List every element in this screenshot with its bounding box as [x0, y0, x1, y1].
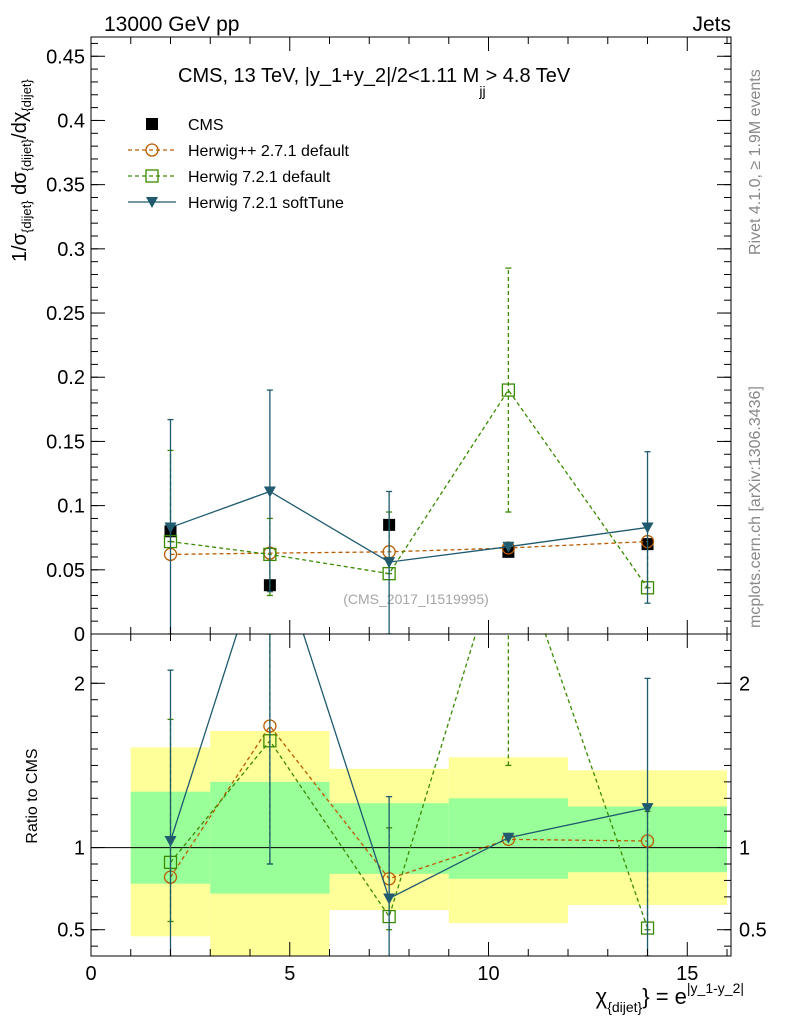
x-axis-title: χ{dijet}} = e|y_1-y_2| — [596, 980, 744, 1015]
watermark: (CMS_2017_I1519995) — [343, 591, 489, 607]
ytick-label-ratio-2: 2 — [74, 673, 85, 695]
main-plot: 0 0.05 0.1 0.15 0.2 0.25 0.3 0.35 0.4 0.45 — [46, 36, 732, 646]
main-ylabel: 1/σ{dijet} dσ{dijet}/dχ{dijet} — [9, 78, 34, 262]
point-herwig-7-2-1-softtune-1 — [263, 486, 276, 498]
chart-title-main: CMS, 13 TeV, |y_1+y_2|/2<1.11 M — [178, 65, 479, 87]
legend-label-herwig-7-2-1-default: Herwig 7.2.1 default — [188, 169, 331, 186]
chart-title-sub: jj — [478, 83, 485, 99]
frame-main — [90, 36, 732, 635]
legend-label-herwig-7-2-1-softtune: Herwig 7.2.1 softTune — [188, 195, 344, 212]
ytick-label-right-0: 0.5 — [739, 920, 767, 942]
header-right: Jets — [692, 13, 731, 36]
point-herwig-7-2-1-softtune-2 — [383, 893, 396, 905]
legend: CMS Herwig++ 2.7.1 default Herwig 7.2.1 de… — [128, 117, 350, 212]
ytick-label-main-0: 0 — [74, 624, 85, 646]
point-herwig-7-2-1-softtune-0 — [164, 836, 177, 847]
chart-title: CMS, 13 TeV, |y_1+y_2|/2<1.11 Mjj> 4.8 T… — [178, 65, 571, 99]
ratio-plot: 0.5 0.5 1 1 2 2 0 5 10 15 — [57, 521, 767, 985]
point-herwig-7-2-1-softtune-3 — [502, 541, 515, 553]
series-line-herwig-7-2-1-default — [169, 634, 649, 929]
point-herwig-7-2-1-default-3 — [502, 521, 514, 533]
legend-marker-herwig-2-7-1-default — [145, 143, 159, 157]
xtick-label-0: 0 — [85, 963, 96, 985]
ytick-label-main-2: 0.1 — [57, 496, 85, 518]
frame-ratio — [90, 633, 732, 957]
point-herwig-7-2-1-softtune-4 — [641, 803, 654, 815]
ytick-label-ratio-1: 1 — [74, 838, 85, 860]
ytick-label-ratio-0: 0.5 — [57, 920, 85, 942]
ytick-label-main-5: 0.25 — [46, 303, 85, 325]
series-line-herwig-7-2-1-default — [170, 388, 649, 589]
point-herwig-7-2-1-softtune-2 — [383, 557, 396, 569]
legend-label-cms: CMS — [188, 117, 224, 134]
ytick-label-main-3: 0.15 — [46, 431, 85, 453]
point-herwig-7-2-1-default-3 — [501, 383, 516, 397]
point-herwig-7-2-1-softtune-0 — [164, 522, 177, 534]
ytick-label-main-4: 0.2 — [57, 367, 85, 389]
legend-marker-herwig-7-2-1-default — [145, 169, 159, 183]
rivet-label: Rivet 4.1.0, ≥ 1.9M events — [747, 69, 764, 255]
ytick-label-main-8: 0.4 — [57, 110, 85, 132]
legend-marker-cms — [146, 118, 158, 130]
header-left: 13000 GeV pp — [104, 13, 239, 36]
xtick-label-1: 5 — [284, 963, 295, 985]
legend-label-herwig-2-7-1-default: Herwig++ 2.7.1 default — [188, 143, 350, 160]
series-line-herwig-2-7-1-default — [170, 540, 648, 556]
ytick-label-right-2: 2 — [739, 673, 750, 695]
ytick-label-main-6: 0.3 — [57, 239, 85, 261]
xtick-label-2: 10 — [477, 963, 499, 985]
ytick-label-right-1: 1 — [739, 838, 750, 860]
chart-title-tail: > 4.8 TeV — [486, 65, 571, 87]
point-herwig-7-2-1-softtune-3 — [502, 832, 515, 844]
ytick-label-main-1: 0.05 — [46, 560, 85, 582]
ytick-label-main-7: 0.35 — [46, 175, 85, 197]
ratio-ylabel: Ratio to CMS — [24, 748, 41, 843]
ytick-label-main-9: 0.45 — [46, 46, 85, 68]
mcplots-label: mcplots.cern.ch [arXiv:1306.3436] — [747, 386, 764, 628]
legend-marker-herwig-7-2-1-softtune — [146, 197, 158, 208]
point-herwig-7-2-1-softtune-4 — [641, 522, 654, 534]
xtick-label-3: 15 — [676, 963, 698, 985]
